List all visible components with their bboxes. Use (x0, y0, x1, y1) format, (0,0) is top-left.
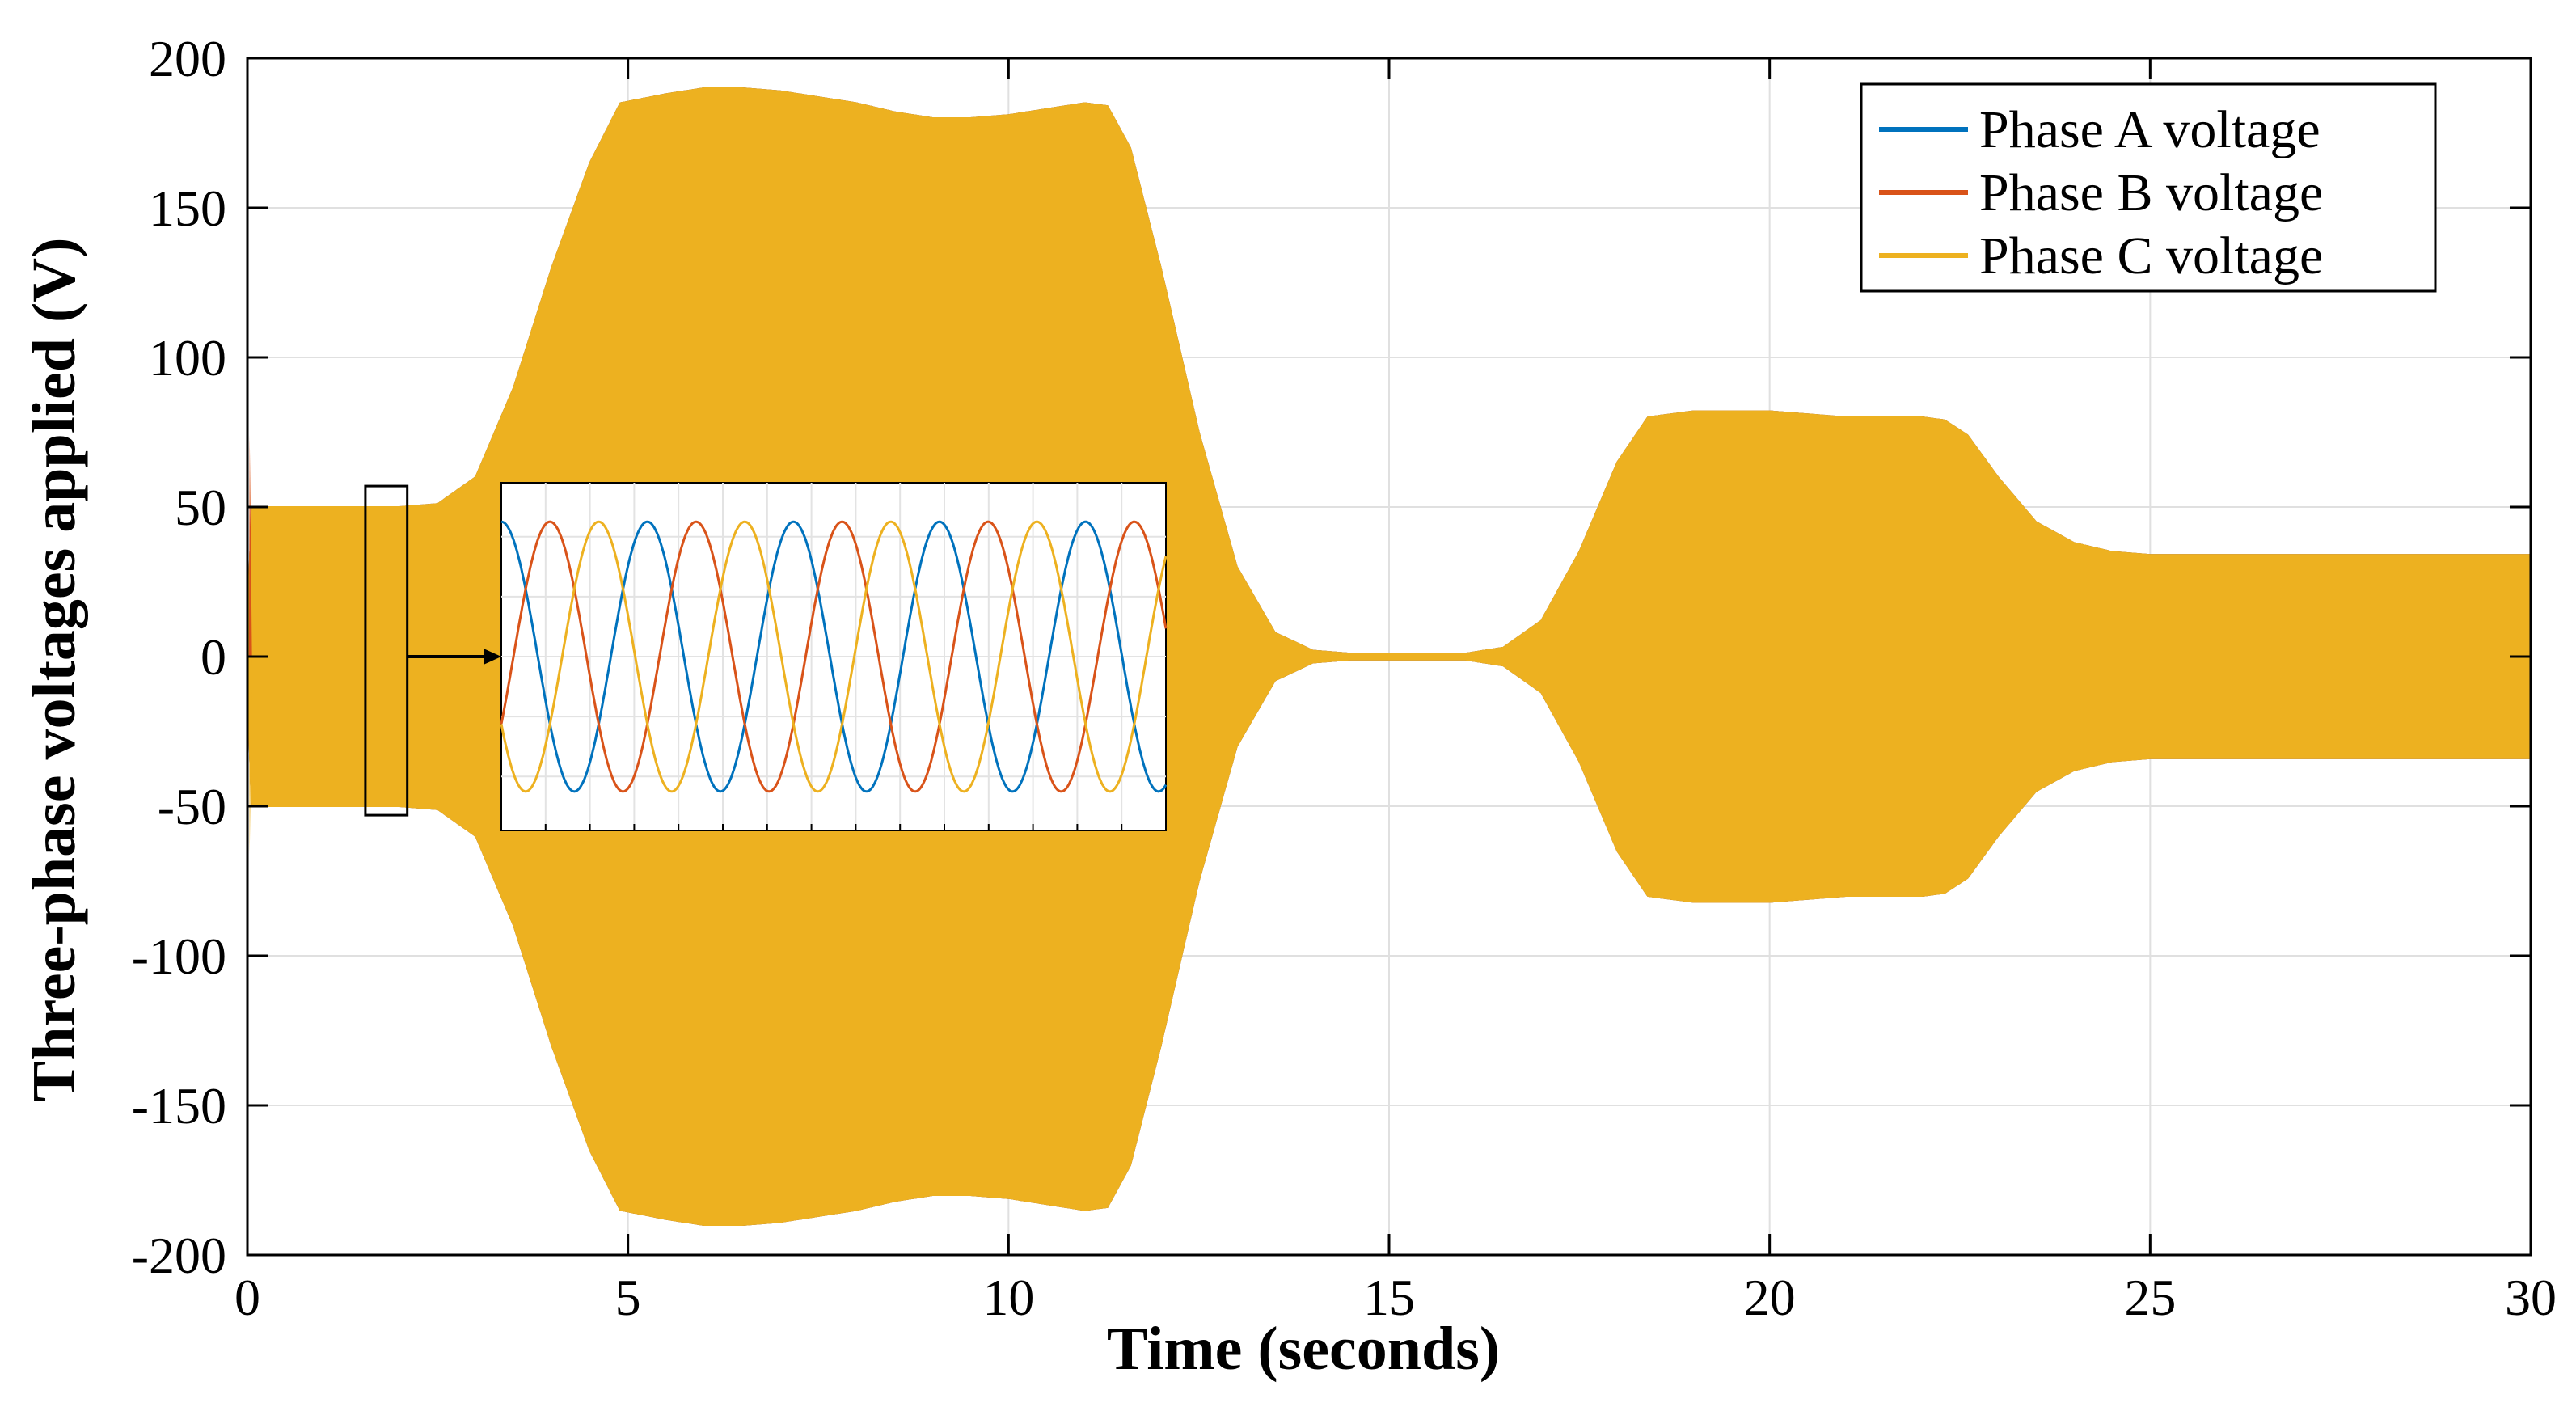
y-tick-label: 150 (149, 180, 226, 237)
y-tick-label: 50 (175, 479, 226, 536)
phase-b-startup-spike (248, 435, 252, 657)
legend-entry-label: Phase C voltage (1979, 226, 2323, 285)
y-tick-label: 200 (149, 30, 226, 87)
zoom-source-box (364, 484, 409, 817)
x-tick-label: 15 (1363, 1269, 1415, 1326)
y-axis-title: Three-phase voltages applied (V) (20, 238, 88, 1102)
x-tick-label: 0 (234, 1269, 260, 1326)
x-tick-label: 20 (1744, 1269, 1796, 1326)
y-tick-label: -50 (158, 778, 226, 835)
phase-c-startup-spike (248, 657, 252, 855)
y-tick-label: 100 (149, 329, 226, 387)
x-tick-label: 5 (615, 1269, 641, 1326)
plot-series (246, 87, 2532, 1226)
legend-entry-label: Phase B voltage (1979, 163, 2323, 222)
zoom-inset (364, 482, 1168, 831)
y-tick-label: -100 (132, 927, 226, 985)
inset-phase-a-wave (500, 520, 1168, 793)
y-tick-label: -150 (132, 1077, 226, 1134)
x-tick-label: 25 (2124, 1269, 2176, 1326)
inset-phase-b-wave (500, 520, 1168, 793)
y-tick-label: 0 (201, 628, 226, 686)
y-tick-label: -200 (132, 1227, 226, 1284)
inset-phase-c-wave (500, 520, 1168, 793)
x-axis-title: Time (seconds) (1107, 1315, 1500, 1383)
axes: 0 5 10 15 20 25 30 200 150 100 50 0 -50 -100 -150 -200 (132, 30, 2557, 1326)
x-tick-label: 10 (982, 1269, 1034, 1326)
x-tick-label: 30 (2505, 1269, 2557, 1326)
zoom-arrow-head (484, 649, 501, 665)
legend-entry-label: Phase A voltage (1979, 100, 2321, 159)
